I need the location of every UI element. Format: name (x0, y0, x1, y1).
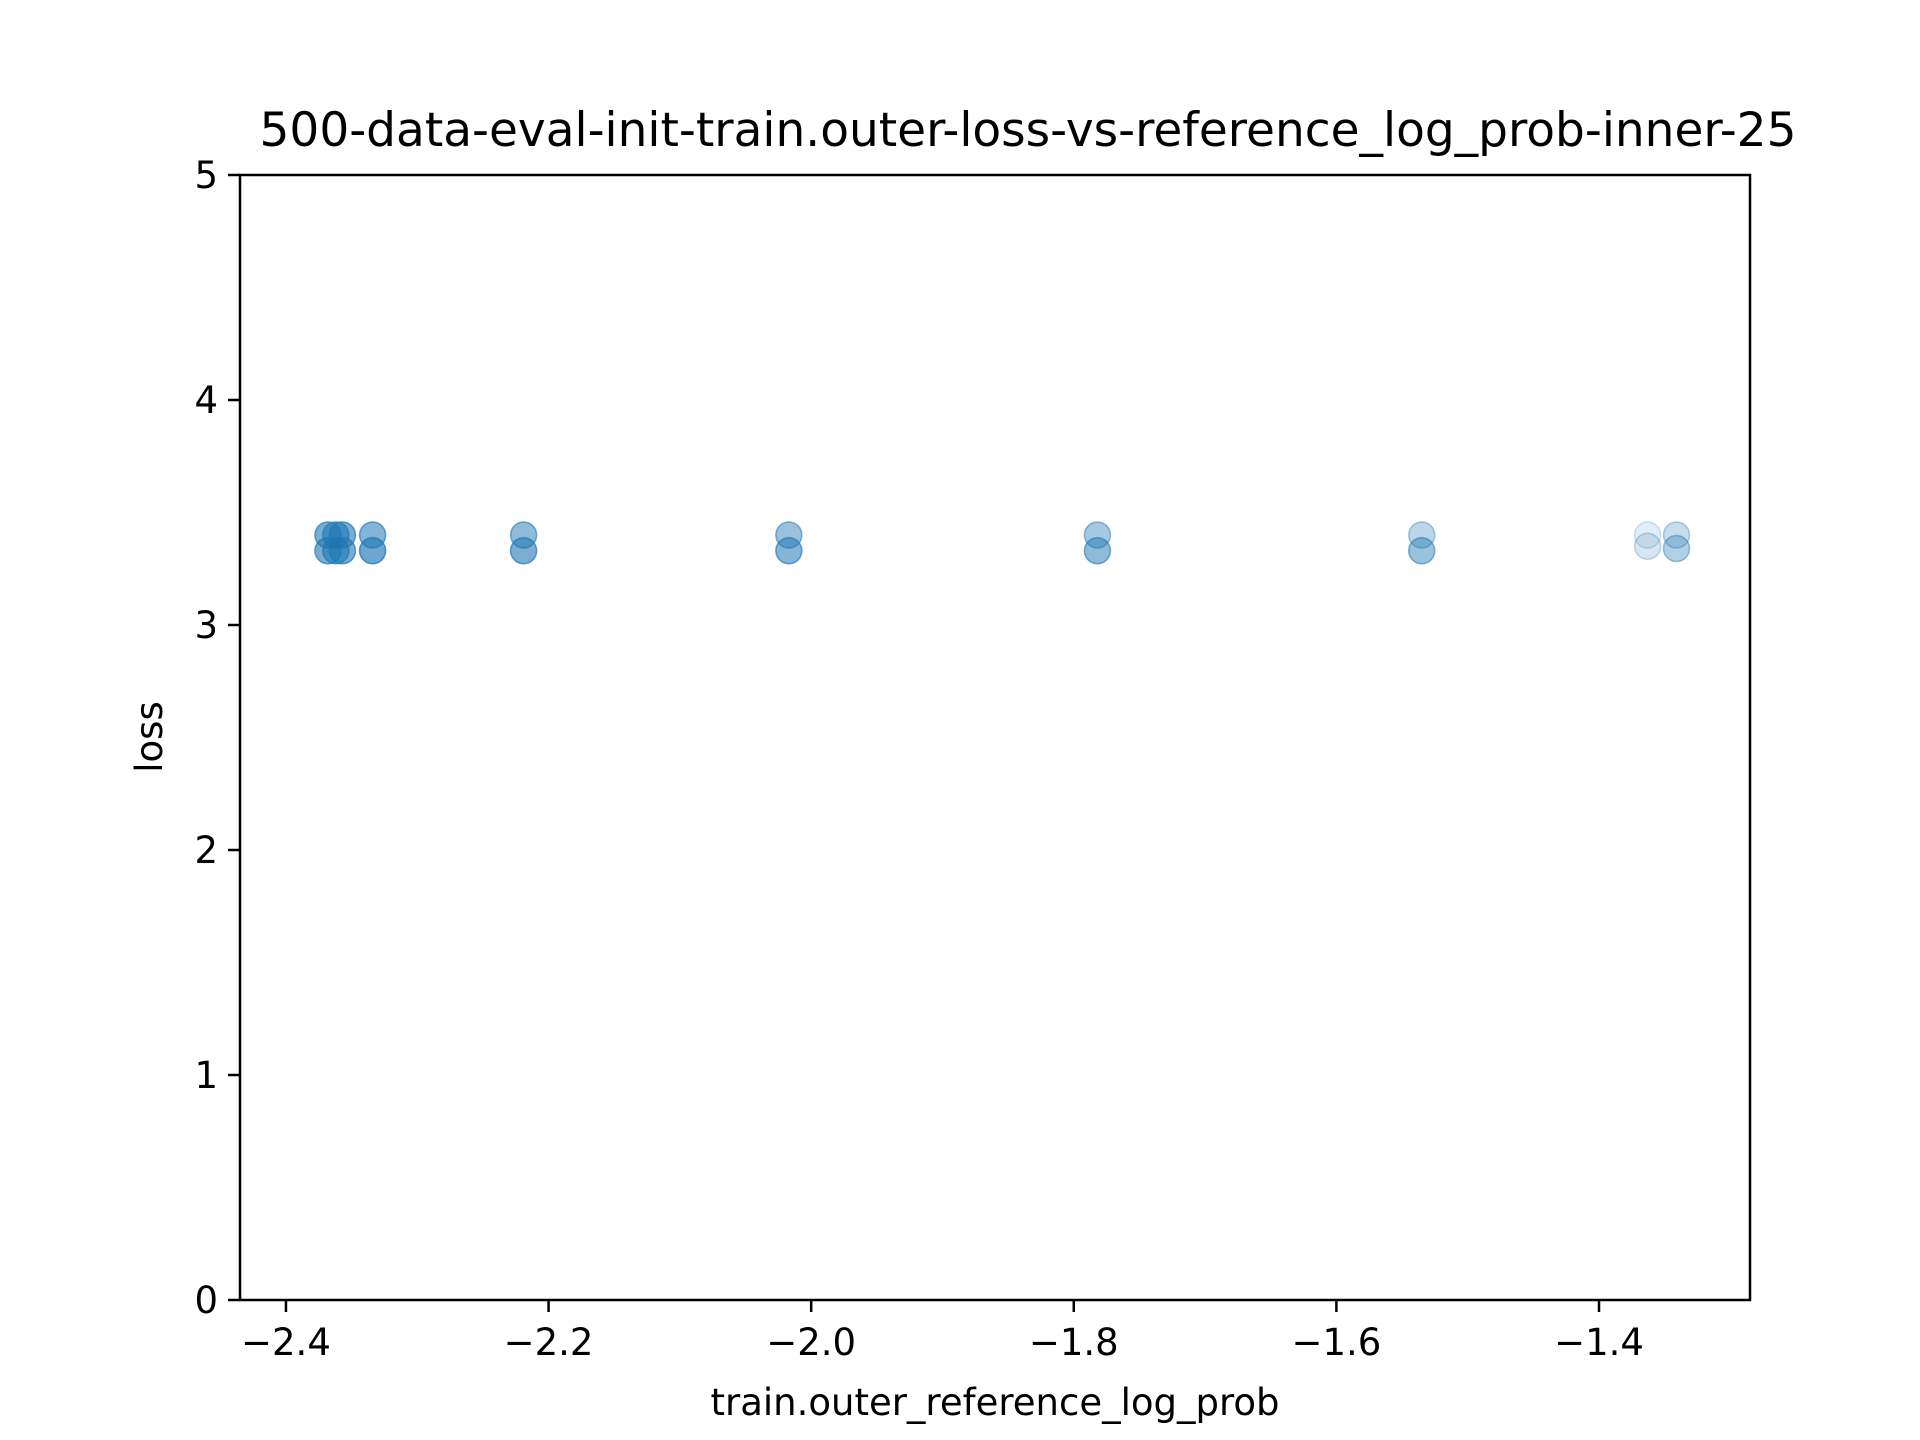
plot-area-frame (238, 173, 1752, 1302)
scatter-point (1083, 537, 1112, 565)
scatter-point (358, 537, 387, 565)
x-tick-label: −1.8 (1029, 1321, 1119, 1364)
scatter-point (1633, 521, 1662, 549)
y-tick-label: 2 (194, 829, 218, 872)
scatter-point (1662, 534, 1691, 563)
x-tick-label: −2.4 (241, 1321, 331, 1364)
y-tick-label: 0 (194, 1279, 218, 1322)
x-tick-label: −1.4 (1554, 1321, 1644, 1364)
x-axis-label: train.outer_reference_log_prob (710, 1381, 1279, 1424)
scatter-point (509, 537, 538, 565)
y-tick-label: 3 (194, 604, 218, 647)
chart-title: 500-data-eval-init-train.outer-loss-vs-r… (260, 103, 1797, 158)
y-axis-label: loss (128, 701, 171, 772)
y-tick-label: 5 (194, 154, 218, 197)
scatter-point (328, 537, 357, 565)
y-tick-label: 1 (194, 1054, 218, 1097)
scatter-point (775, 537, 803, 565)
x-tick-label: −2.2 (504, 1321, 594, 1364)
scatter-point (1633, 532, 1662, 560)
scatter-point (1407, 521, 1436, 549)
y-tick-label: 4 (194, 379, 218, 422)
scatter-point (1407, 537, 1436, 565)
x-tick-label: −2.0 (766, 1321, 856, 1364)
x-axis-ticks: −2.4 −2.2 −2.0 −1.8 −1.6 −1.4 (241, 1300, 1644, 1364)
points-layer (314, 521, 1691, 565)
y-axis-ticks: 0 1 2 3 4 5 (194, 154, 240, 1322)
x-tick-label: −1.6 (1291, 1321, 1381, 1364)
scatter-point (1662, 521, 1691, 549)
